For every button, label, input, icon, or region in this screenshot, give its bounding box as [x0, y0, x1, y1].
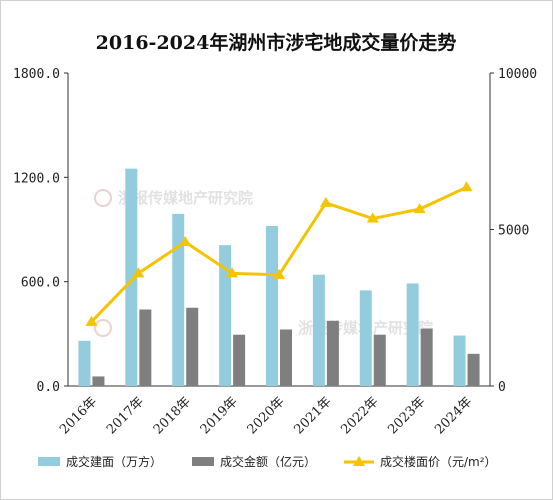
watermark-logo-icon [94, 319, 112, 337]
y-left-tick-label: 0.0 [37, 380, 60, 395]
line-point-marker [460, 181, 473, 192]
line-point-marker [413, 203, 426, 214]
bar-area [125, 168, 138, 386]
watermark-logo-icon [94, 189, 112, 207]
bar-amount [326, 320, 339, 386]
line-point-marker [179, 236, 192, 247]
bar-amount [233, 334, 246, 386]
bar-area [453, 335, 466, 386]
y-left-tick-label: 1200.0 [13, 171, 60, 186]
line-point-marker [366, 212, 379, 223]
bar-area [219, 245, 232, 386]
bar-area [312, 274, 325, 386]
y-left-tick-label: 600.0 [21, 276, 60, 291]
bar-amount [420, 328, 433, 386]
legend-swatch [192, 457, 214, 466]
bars-group [78, 168, 480, 386]
line-point-marker [273, 268, 285, 279]
watermark-text: 浙报传媒地产研究院 [118, 189, 253, 207]
y-right-tick-label: 0 [498, 380, 506, 395]
bar-area [172, 213, 185, 386]
y-right-tick-label: 5000 [498, 224, 529, 239]
line-point-marker [319, 196, 332, 207]
bar-amount [92, 376, 105, 386]
y-right-tick-label: 10000 [498, 67, 537, 82]
line-point-marker [226, 267, 239, 278]
legend-swatch-marker [353, 456, 365, 466]
legend-label: 成交建面（万方） [66, 454, 162, 469]
line-group [85, 181, 473, 326]
legend-label: 成交金额（亿元） [220, 454, 316, 469]
bar-amount [280, 329, 292, 386]
bar-amount [467, 353, 480, 386]
bar-area [406, 283, 419, 386]
bar-area [78, 340, 91, 386]
bar-area [266, 226, 278, 386]
legend-label: 成交楼面价（元/m²） [380, 454, 497, 469]
line-point-marker [85, 315, 98, 326]
bar-area [359, 290, 372, 386]
bar-amount [139, 309, 152, 386]
legend-swatch [38, 457, 60, 466]
bar-amount [373, 334, 386, 386]
y-left-tick-label: 1800.0 [13, 67, 60, 82]
legend: 成交建面（万方） 成交金额（亿元） 成交楼面价（元/m²） [38, 454, 497, 469]
bar-amount [186, 307, 199, 386]
line-point-marker [132, 267, 145, 278]
chart-title: 2016-2024年湖州市涉宅地成交量价走势 [96, 31, 457, 54]
